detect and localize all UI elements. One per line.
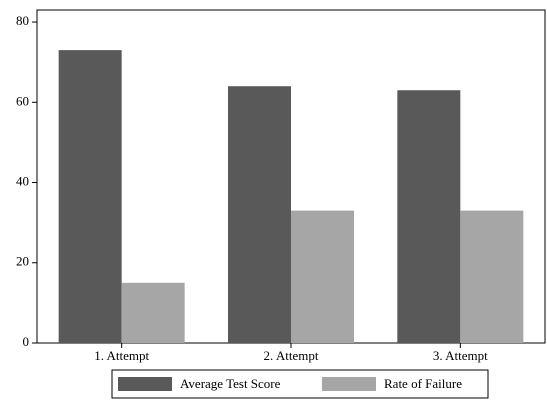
bar (58, 50, 122, 343)
bar (228, 86, 291, 343)
bar (121, 282, 185, 343)
bar (397, 90, 461, 343)
y-tick-label: 0 (23, 334, 30, 349)
x-tick-label: 2. Attempt (264, 348, 319, 363)
y-tick-label: 20 (16, 254, 29, 269)
x-tick-label: 1. Attempt (94, 348, 149, 363)
legend-box (111, 369, 489, 399)
bar (460, 210, 524, 343)
x-tick-label: 3. Attempt (433, 348, 488, 363)
y-tick-label: 40 (16, 174, 29, 189)
legend-label: Average Test Score (180, 376, 281, 391)
bar (291, 210, 354, 343)
y-tick-label: 60 (16, 93, 29, 108)
y-tick-label: 80 (16, 13, 29, 28)
legend-label: Rate of Failure (384, 376, 462, 391)
legend-swatch (322, 377, 376, 391)
legend-swatch (118, 377, 172, 391)
